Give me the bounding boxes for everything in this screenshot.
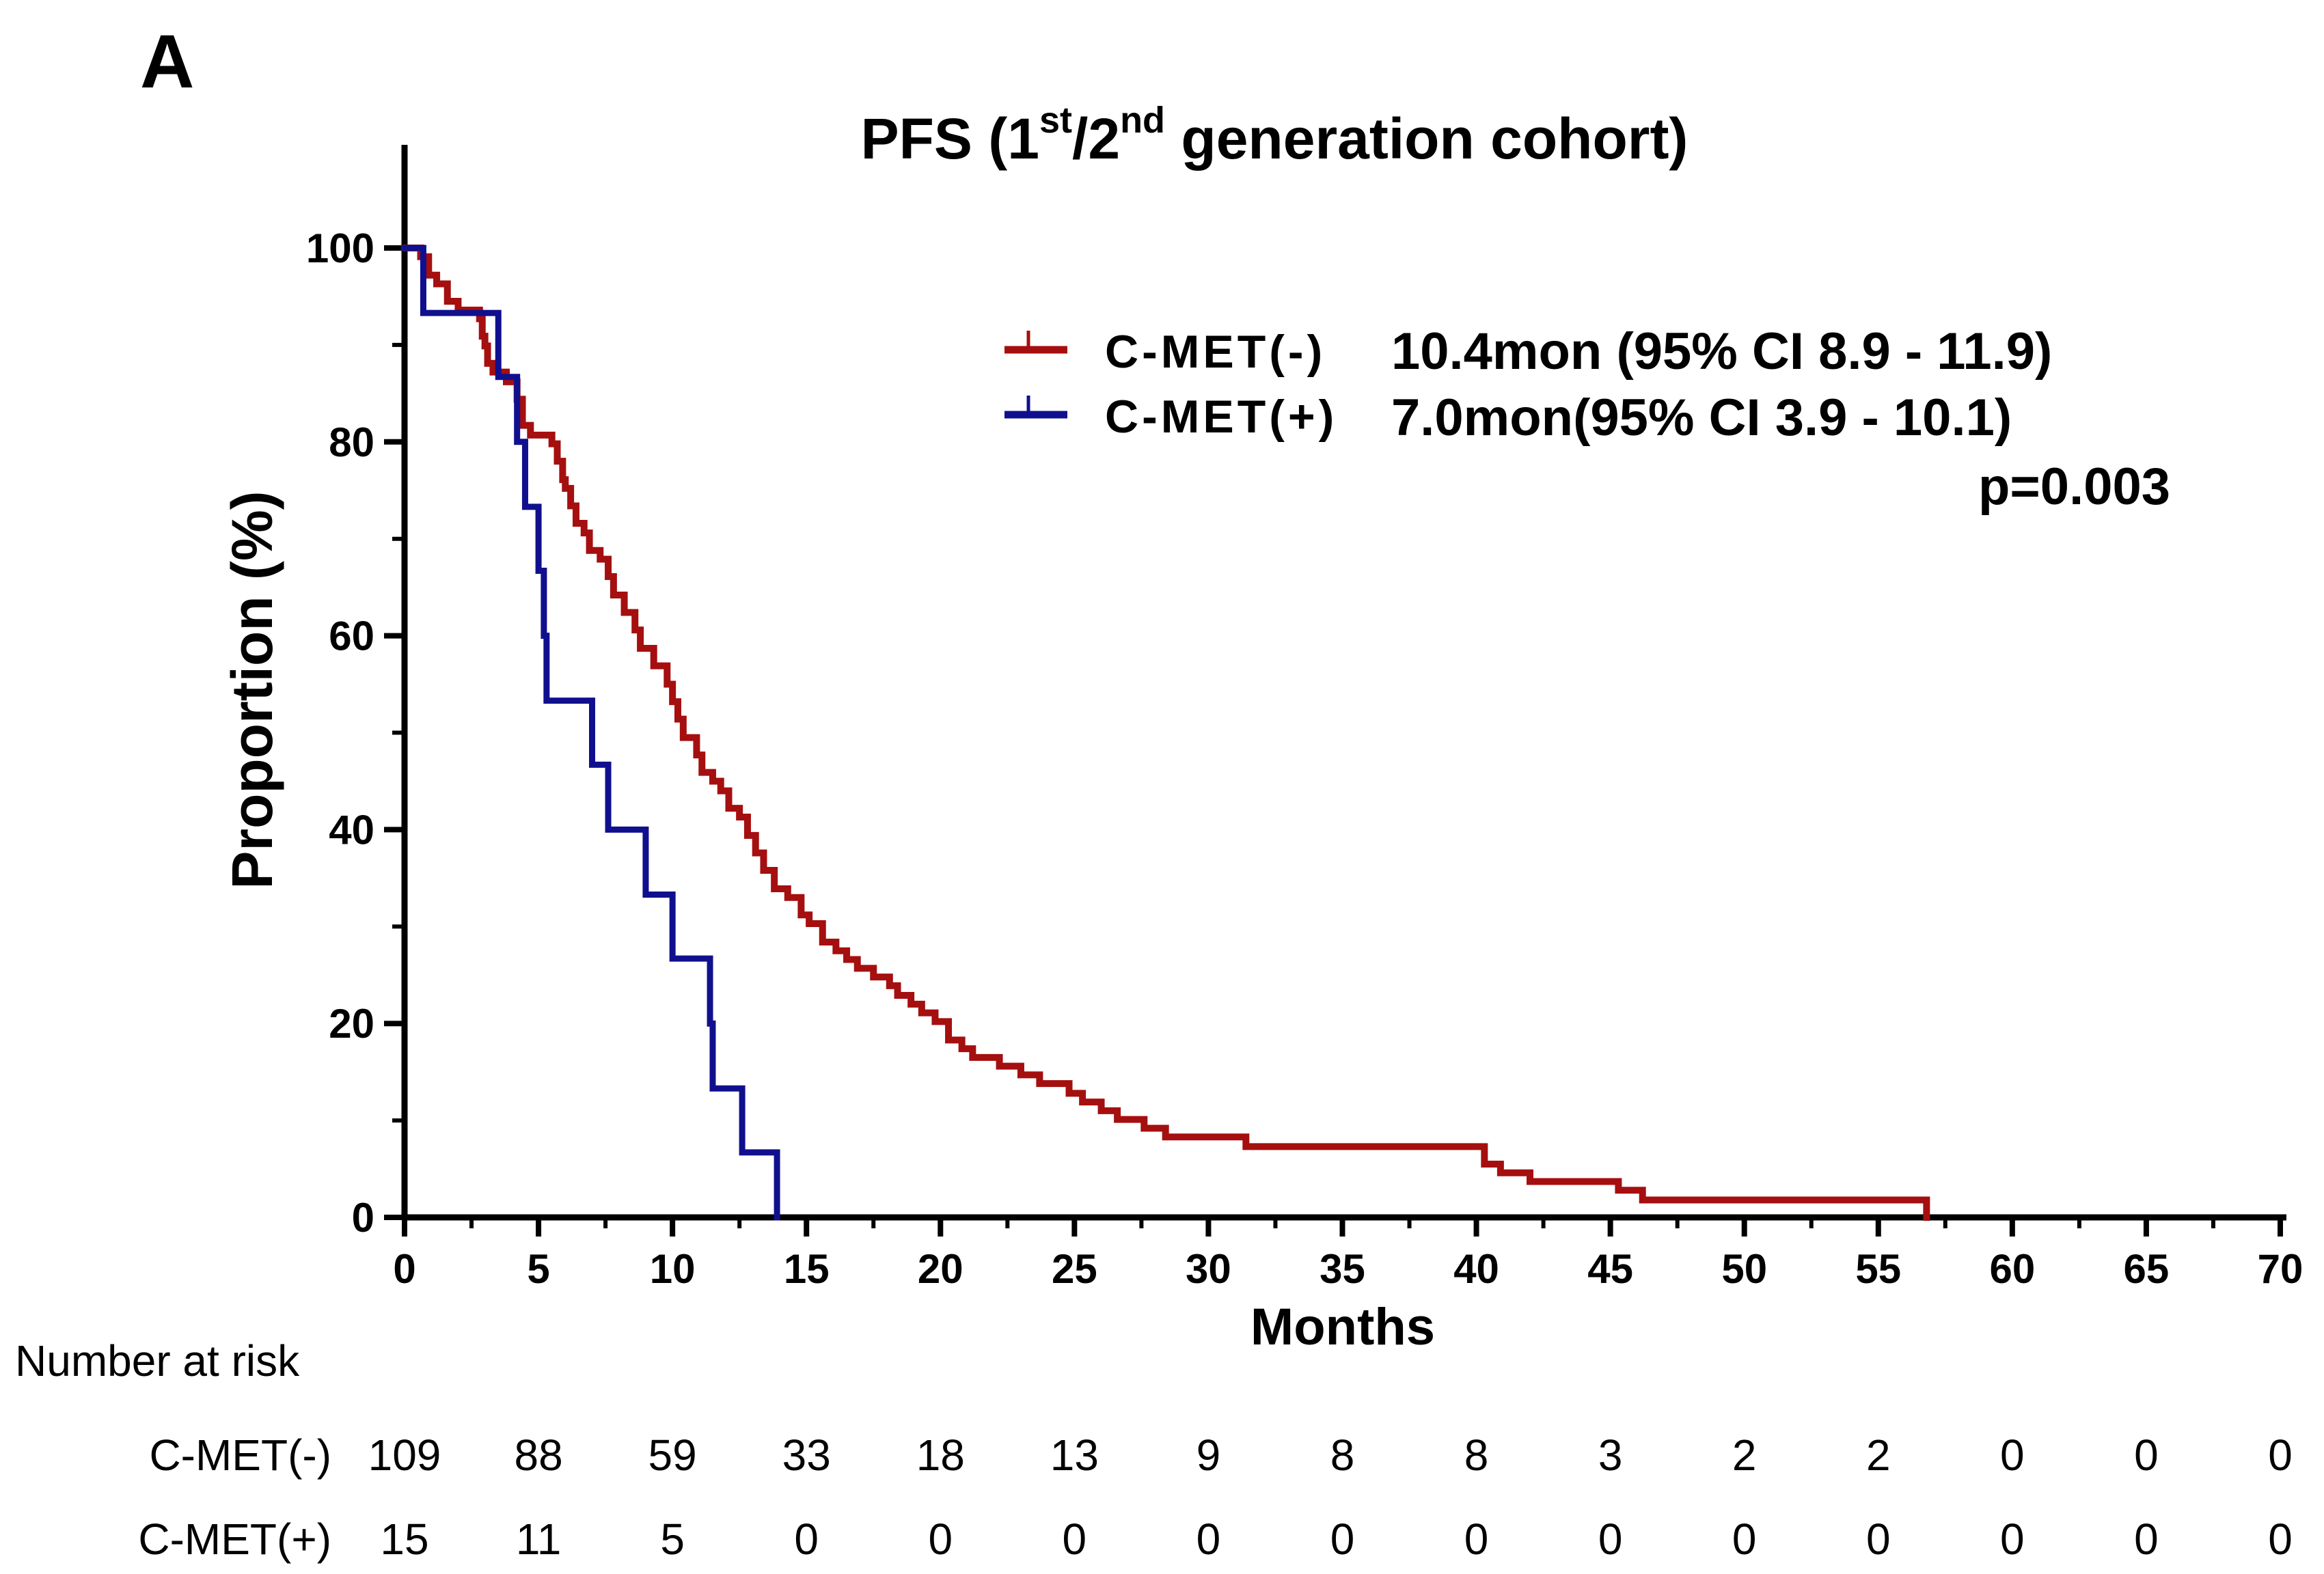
- risk-value: 88: [514, 1431, 562, 1480]
- x-tick-label: 70: [2258, 1246, 2304, 1292]
- risk-row-label-cmet-neg: C-MET(-): [149, 1431, 331, 1480]
- x-tick-label: 5: [527, 1246, 549, 1292]
- legend-entry-cmet-neg: C-MET(-) 10.4mon (95% CI 8.9 - 11.9): [1004, 322, 2052, 381]
- risk-value: 8: [1330, 1431, 1355, 1480]
- risk-value: 0: [1330, 1515, 1355, 1564]
- risk-value: 2: [1866, 1431, 1891, 1480]
- risk-value: 59: [648, 1431, 697, 1480]
- axes: [401, 145, 2286, 1221]
- x-tick-label: 45: [1587, 1246, 1633, 1292]
- risk-value: 0: [1063, 1515, 1087, 1564]
- y-tick-label: 100: [306, 225, 374, 271]
- risk-value: 18: [916, 1431, 965, 1480]
- risk-value: 0: [2134, 1515, 2159, 1564]
- survival-curves: [401, 245, 1930, 1221]
- risk-value: 109: [368, 1431, 441, 1480]
- y-axis-label: Proportion (%): [220, 491, 284, 889]
- x-tick-label: 20: [918, 1246, 963, 1292]
- risk-value: 0: [2000, 1515, 2025, 1564]
- risk-value: 33: [782, 1431, 831, 1480]
- x-tick-label: 65: [2124, 1246, 2170, 1292]
- risk-value: 11: [516, 1515, 561, 1564]
- risk-value: 9: [1197, 1431, 1221, 1480]
- legend: C-MET(-) 10.4mon (95% CI 8.9 - 11.9) C-M…: [1004, 322, 2170, 516]
- risk-value: 8: [1464, 1431, 1489, 1480]
- x-tick-label: 30: [1186, 1246, 1231, 1292]
- p-value: p=0.003: [1978, 458, 2170, 516]
- legend-text-cmet-pos: 7.0mon(95% CI 3.9 - 10.1): [1391, 389, 2012, 447]
- risk-table: Number at risk C-MET(-) C-MET(+) 109 88 59…: [15, 1336, 2293, 1564]
- y-tick-label: 20: [329, 1001, 374, 1047]
- risk-value: 3: [1598, 1431, 1623, 1480]
- risk-value: 0: [1197, 1515, 1221, 1564]
- risk-value: 13: [1050, 1431, 1099, 1480]
- x-tick-label: 35: [1320, 1246, 1365, 1292]
- legend-label-cmet-neg: C-MET(-): [1105, 326, 1326, 378]
- risk-value: 0: [1464, 1515, 1489, 1564]
- risk-value: 0: [1598, 1515, 1623, 1564]
- title-sup1: st: [1039, 100, 1072, 141]
- x-tick-label: 10: [650, 1246, 696, 1292]
- risk-value: 0: [1732, 1515, 1757, 1564]
- curve-cmet-pos: [401, 245, 780, 1221]
- title-mid: /2: [1072, 107, 1120, 171]
- x-axis-label: Months: [1250, 1298, 1435, 1356]
- curve-cmet-neg: [401, 245, 1930, 1221]
- x-tick-label: 50: [1721, 1246, 1767, 1292]
- panel-label: A: [140, 20, 194, 104]
- risk-value: 0: [2000, 1431, 2025, 1480]
- risk-value: 0: [794, 1515, 819, 1564]
- risk-value: 0: [928, 1515, 953, 1564]
- x-tick-label: 15: [784, 1246, 830, 1292]
- legend-text-cmet-neg: 10.4mon (95% CI 8.9 - 11.9): [1391, 322, 2052, 381]
- legend-entry-cmet-pos: C-MET(+) 7.0mon(95% CI 3.9 - 10.1): [1004, 389, 2012, 447]
- risk-value: 0: [2268, 1515, 2293, 1564]
- y-tick-label: 40: [329, 807, 374, 853]
- title-main: PFS (1: [861, 107, 1039, 171]
- x-ticks: 0 5 10 15 20 25 30 35 40 45 50 55 60 65 70: [393, 1217, 2303, 1292]
- y-tick-label: 80: [329, 419, 374, 465]
- risk-value: 0: [2134, 1431, 2159, 1480]
- title-sup2: nd: [1120, 100, 1165, 141]
- x-tick-label: 0: [393, 1246, 415, 1292]
- risk-value: 5: [660, 1515, 685, 1564]
- x-tick-label: 25: [1052, 1246, 1097, 1292]
- y-tick-label: 0: [352, 1195, 374, 1241]
- y-tick-label: 60: [329, 613, 374, 659]
- risk-row-label-cmet-pos: C-MET(+): [138, 1515, 331, 1564]
- risk-value: 15: [380, 1515, 428, 1564]
- x-tick-label: 60: [1989, 1246, 2035, 1292]
- risk-value: 0: [1866, 1515, 1891, 1564]
- y-ticks: 0 20 40 60 80 100: [306, 225, 405, 1241]
- x-tick-label: 55: [1855, 1246, 1901, 1292]
- risk-table-heading: Number at risk: [15, 1336, 300, 1385]
- chart-title: PFS (1st/2nd generation cohort): [861, 100, 1689, 171]
- title-rest: generation cohort): [1165, 107, 1688, 171]
- risk-value: 0: [2268, 1431, 2293, 1480]
- risk-value: 2: [1732, 1431, 1757, 1480]
- legend-label-cmet-pos: C-MET(+): [1105, 391, 1337, 443]
- risk-values: 109 88 59 33 18 13 9 8 8 3 2 2 0 0 015 11 5 0 0 0 0 0 0 0 0 0 0 0 0: [368, 1431, 2293, 1564]
- x-tick-label: 40: [1453, 1246, 1499, 1292]
